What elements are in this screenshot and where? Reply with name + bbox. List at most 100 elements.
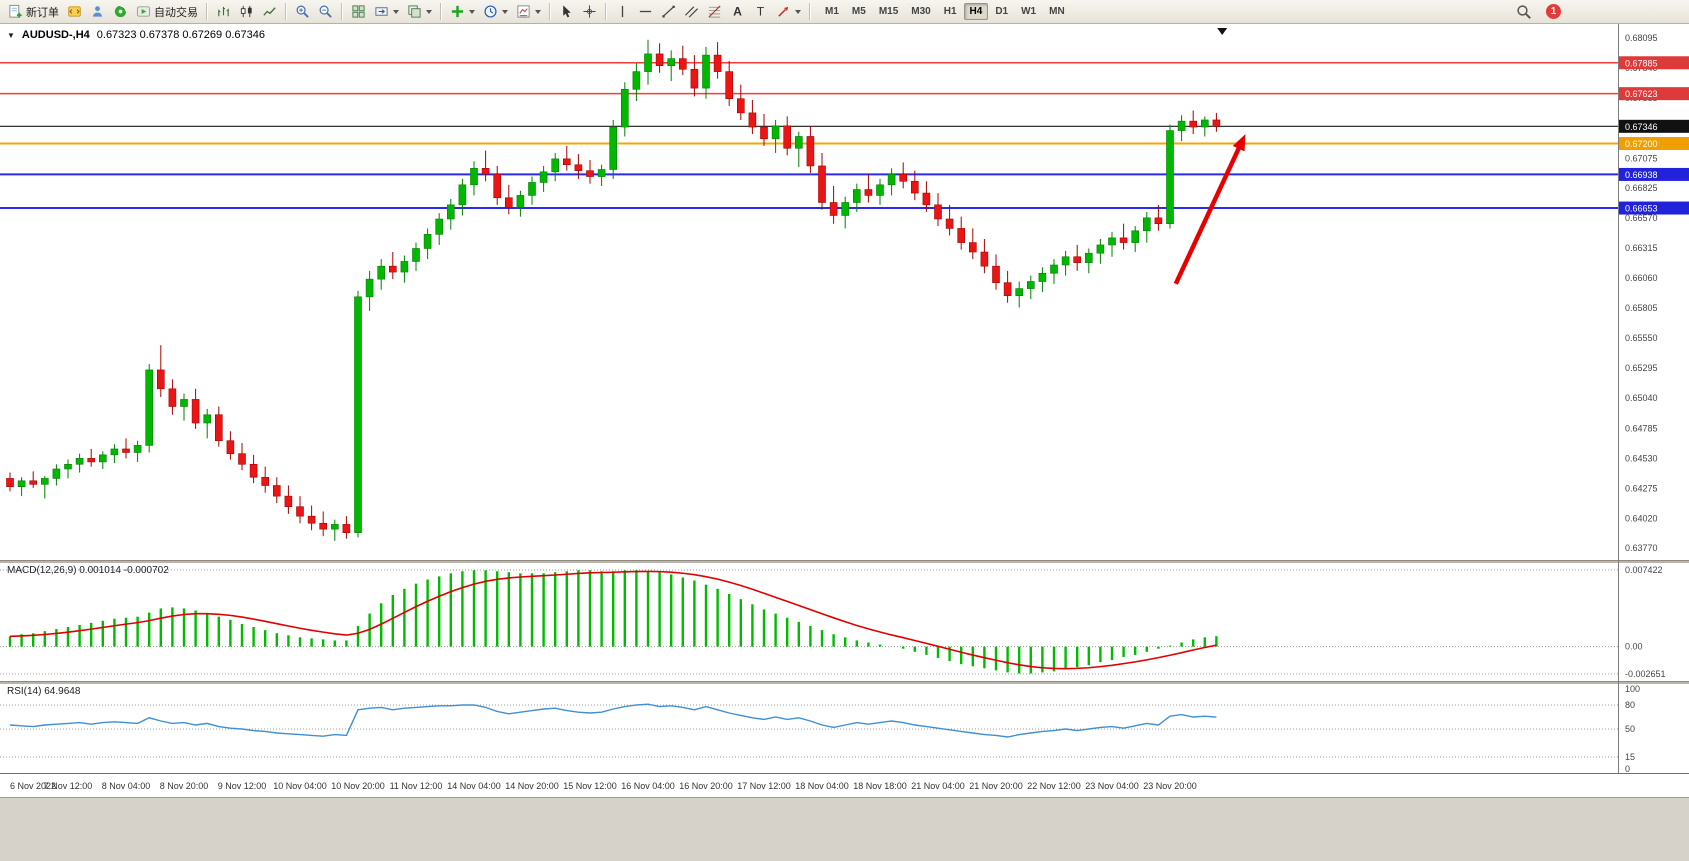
period-button[interactable] (479, 1, 512, 23)
timeframe-button-m15[interactable]: M15 (878, 6, 899, 17)
symbol-title: AUDUSD-,H4 (21, 29, 90, 41)
crosshair-button[interactable] (578, 1, 601, 23)
time-axis-label: 23 Nov 04:00 (1085, 781, 1139, 791)
notification-badge[interactable]: 1 (1546, 4, 1561, 19)
time-axis-label: 6 Nov 2022 (10, 781, 57, 791)
candle-body (783, 125, 792, 149)
vertical-line-button[interactable] (611, 1, 634, 23)
timeframe-button-h1[interactable]: H1 (943, 6, 957, 17)
template-button[interactable] (512, 1, 545, 23)
candle-body (829, 202, 838, 216)
toolbar: 新订单 自动交易 (0, 0, 1689, 24)
time-axis[interactable]: 6 Nov 2022 7 Nov 12:00 8 Nov 04:00 8 Nov 20… (0, 774, 1689, 797)
candle-body (899, 173, 908, 182)
channel-button[interactable] (680, 1, 703, 23)
candle-body (1061, 256, 1070, 266)
dropdown-caret[interactable] (795, 9, 801, 14)
candle-body (470, 168, 478, 186)
timeframe-button-m5[interactable]: M5 (851, 6, 866, 17)
label-tool-button[interactable]: T (749, 1, 772, 23)
panel-splitter[interactable] (0, 560, 1689, 563)
horizontal-line-icon (639, 10, 652, 13)
community-button[interactable] (109, 1, 132, 23)
timeframe-button-d1[interactable]: D1 (995, 6, 1009, 17)
cursor-button[interactable] (555, 1, 578, 23)
svg-text:0.68095: 0.68095 (1625, 33, 1658, 43)
candle-body (377, 265, 386, 280)
timeframe-button-m30[interactable]: M30 (911, 6, 931, 17)
candle-body (238, 453, 246, 465)
metaeditor-button[interactable] (63, 1, 86, 23)
tile-windows-icon (352, 5, 365, 18)
candle-body (876, 184, 884, 196)
macd-panel[interactable]: 0.007422 0.00 -0.002651 (0, 562, 1689, 681)
candle-body (702, 54, 710, 89)
candle-body (157, 369, 165, 390)
objects-group: A T (611, 1, 805, 23)
candle-body (284, 495, 293, 508)
search-icon[interactable] (1516, 4, 1532, 20)
toolbar-separator (605, 3, 607, 20)
candle-body (400, 261, 409, 273)
trendline-button[interactable] (657, 1, 680, 23)
price-badge-0.67200 (1619, 137, 1689, 151)
symbol-collapse-icon[interactable]: ▼ (7, 30, 15, 40)
chart-shift-button[interactable] (403, 1, 436, 23)
candle-body (504, 197, 513, 208)
main-price-chart[interactable]: 0.680950.678400.675850.673300.670750.668… (0, 24, 1689, 560)
candle-body (980, 251, 989, 267)
zoom-out-button[interactable] (314, 1, 337, 23)
candle-body (1154, 217, 1163, 225)
candle-body (17, 480, 26, 487)
text-tool-button[interactable]: A (726, 1, 749, 23)
time-axis-label: 14 Nov 20:00 (505, 781, 559, 791)
profile-button[interactable] (86, 1, 109, 23)
label-tool-icon: T (757, 5, 765, 19)
timeframe-button-mn[interactable]: MN (1049, 6, 1065, 17)
candle-body (87, 458, 95, 463)
new-order-icon (9, 4, 22, 18)
candle-body (99, 454, 107, 463)
dropdown-caret[interactable] (535, 9, 541, 14)
svg-text:0.67075: 0.67075 (1625, 153, 1658, 163)
add-indicator-button[interactable] (446, 1, 479, 23)
autotrading-button[interactable]: 自动交易 (132, 1, 202, 23)
timeframe-button-h4[interactable]: H4 (963, 3, 989, 20)
candlestick-chart-button[interactable] (235, 1, 258, 23)
timeframe-button-m1[interactable]: M1 (825, 6, 839, 17)
svg-text:0.65550: 0.65550 (1625, 333, 1658, 343)
candle-body (307, 515, 316, 524)
svg-text:0.66825: 0.66825 (1625, 183, 1658, 193)
dropdown-caret[interactable] (469, 9, 475, 14)
zoom-in-button[interactable] (291, 1, 314, 23)
timeframe-button-w1[interactable]: W1 (1021, 6, 1037, 17)
candle-body (29, 480, 38, 485)
dropdown-caret[interactable] (393, 9, 399, 14)
trend-arrow-annotation[interactable] (1173, 134, 1246, 285)
line-chart-button[interactable] (258, 1, 281, 23)
svg-text:0.66315: 0.66315 (1625, 243, 1658, 253)
candle-body (934, 204, 942, 220)
candle-body (1119, 237, 1128, 243)
new-order-button[interactable]: 新订单 (4, 1, 63, 23)
fibonacci-button[interactable] (703, 1, 726, 23)
panel-splitter[interactable] (0, 681, 1689, 684)
tile-windows-button[interactable] (347, 1, 370, 23)
candle-body (458, 184, 467, 206)
bar-chart-icon (218, 6, 229, 17)
horizontal-line-button[interactable] (634, 1, 657, 23)
svg-text:0.66653: 0.66653 (1625, 204, 1658, 214)
dropdown-caret[interactable] (502, 9, 508, 14)
template-icon (517, 5, 530, 18)
level-lines (0, 62, 1618, 210)
auto-scroll-button[interactable] (370, 1, 403, 23)
bar-chart-button[interactable] (212, 1, 235, 23)
candle-body (690, 68, 699, 89)
candle-body (133, 445, 142, 453)
rsi-panel[interactable]: 100 80 50 15 0 (0, 683, 1689, 773)
dropdown-caret[interactable] (426, 9, 432, 14)
chart-shift-marker[interactable] (1217, 28, 1228, 35)
arrows-tool-button[interactable] (772, 1, 805, 23)
svg-text:0.007422: 0.007422 (1625, 565, 1663, 575)
